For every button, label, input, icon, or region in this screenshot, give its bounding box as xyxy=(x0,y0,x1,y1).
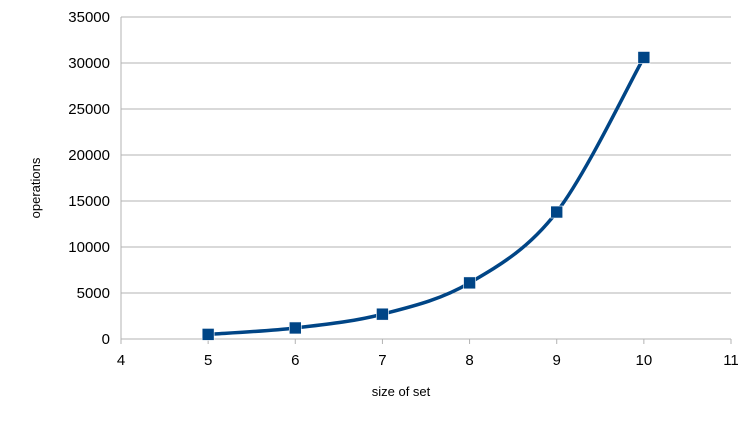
data-point-marker xyxy=(376,307,389,321)
x-tick-label: 9 xyxy=(553,352,561,369)
y-tick-label: 10000 xyxy=(68,239,110,256)
x-tick-label: 10 xyxy=(636,352,653,369)
y-axis-title: operations xyxy=(28,157,43,218)
y-tick-label: 5000 xyxy=(77,285,110,302)
data-point-marker xyxy=(550,205,564,219)
x-tick-label: 4 xyxy=(117,352,125,369)
y-tick-label: 30000 xyxy=(68,55,110,72)
y-tick-label: 20000 xyxy=(68,147,110,164)
grid-lines xyxy=(121,16,731,340)
data-point-marker xyxy=(288,321,302,335)
x-axis-title: size of set xyxy=(372,384,431,399)
x-tick-label: 11 xyxy=(723,352,739,369)
y-tick-label: 35000 xyxy=(68,9,110,26)
y-axis-tick-labels: 0 5000 10000 15000 20000 25000 30000 35000 xyxy=(68,9,110,348)
x-tick-label: 6 xyxy=(291,352,299,369)
y-tick-label: 0 xyxy=(102,331,110,348)
y-tick-label: 15000 xyxy=(68,193,110,210)
data-markers xyxy=(201,51,651,341)
y-tick-label: 25000 xyxy=(68,101,110,118)
data-point-marker xyxy=(201,328,215,341)
x-tick-label: 5 xyxy=(204,352,212,369)
data-point-marker xyxy=(637,51,651,64)
x-tick-label: 8 xyxy=(465,352,473,369)
x-axis-tick-labels: 4 5 6 7 8 9 10 11 xyxy=(117,352,739,369)
data-point-marker xyxy=(463,276,476,290)
x-tick-label: 7 xyxy=(378,352,386,369)
